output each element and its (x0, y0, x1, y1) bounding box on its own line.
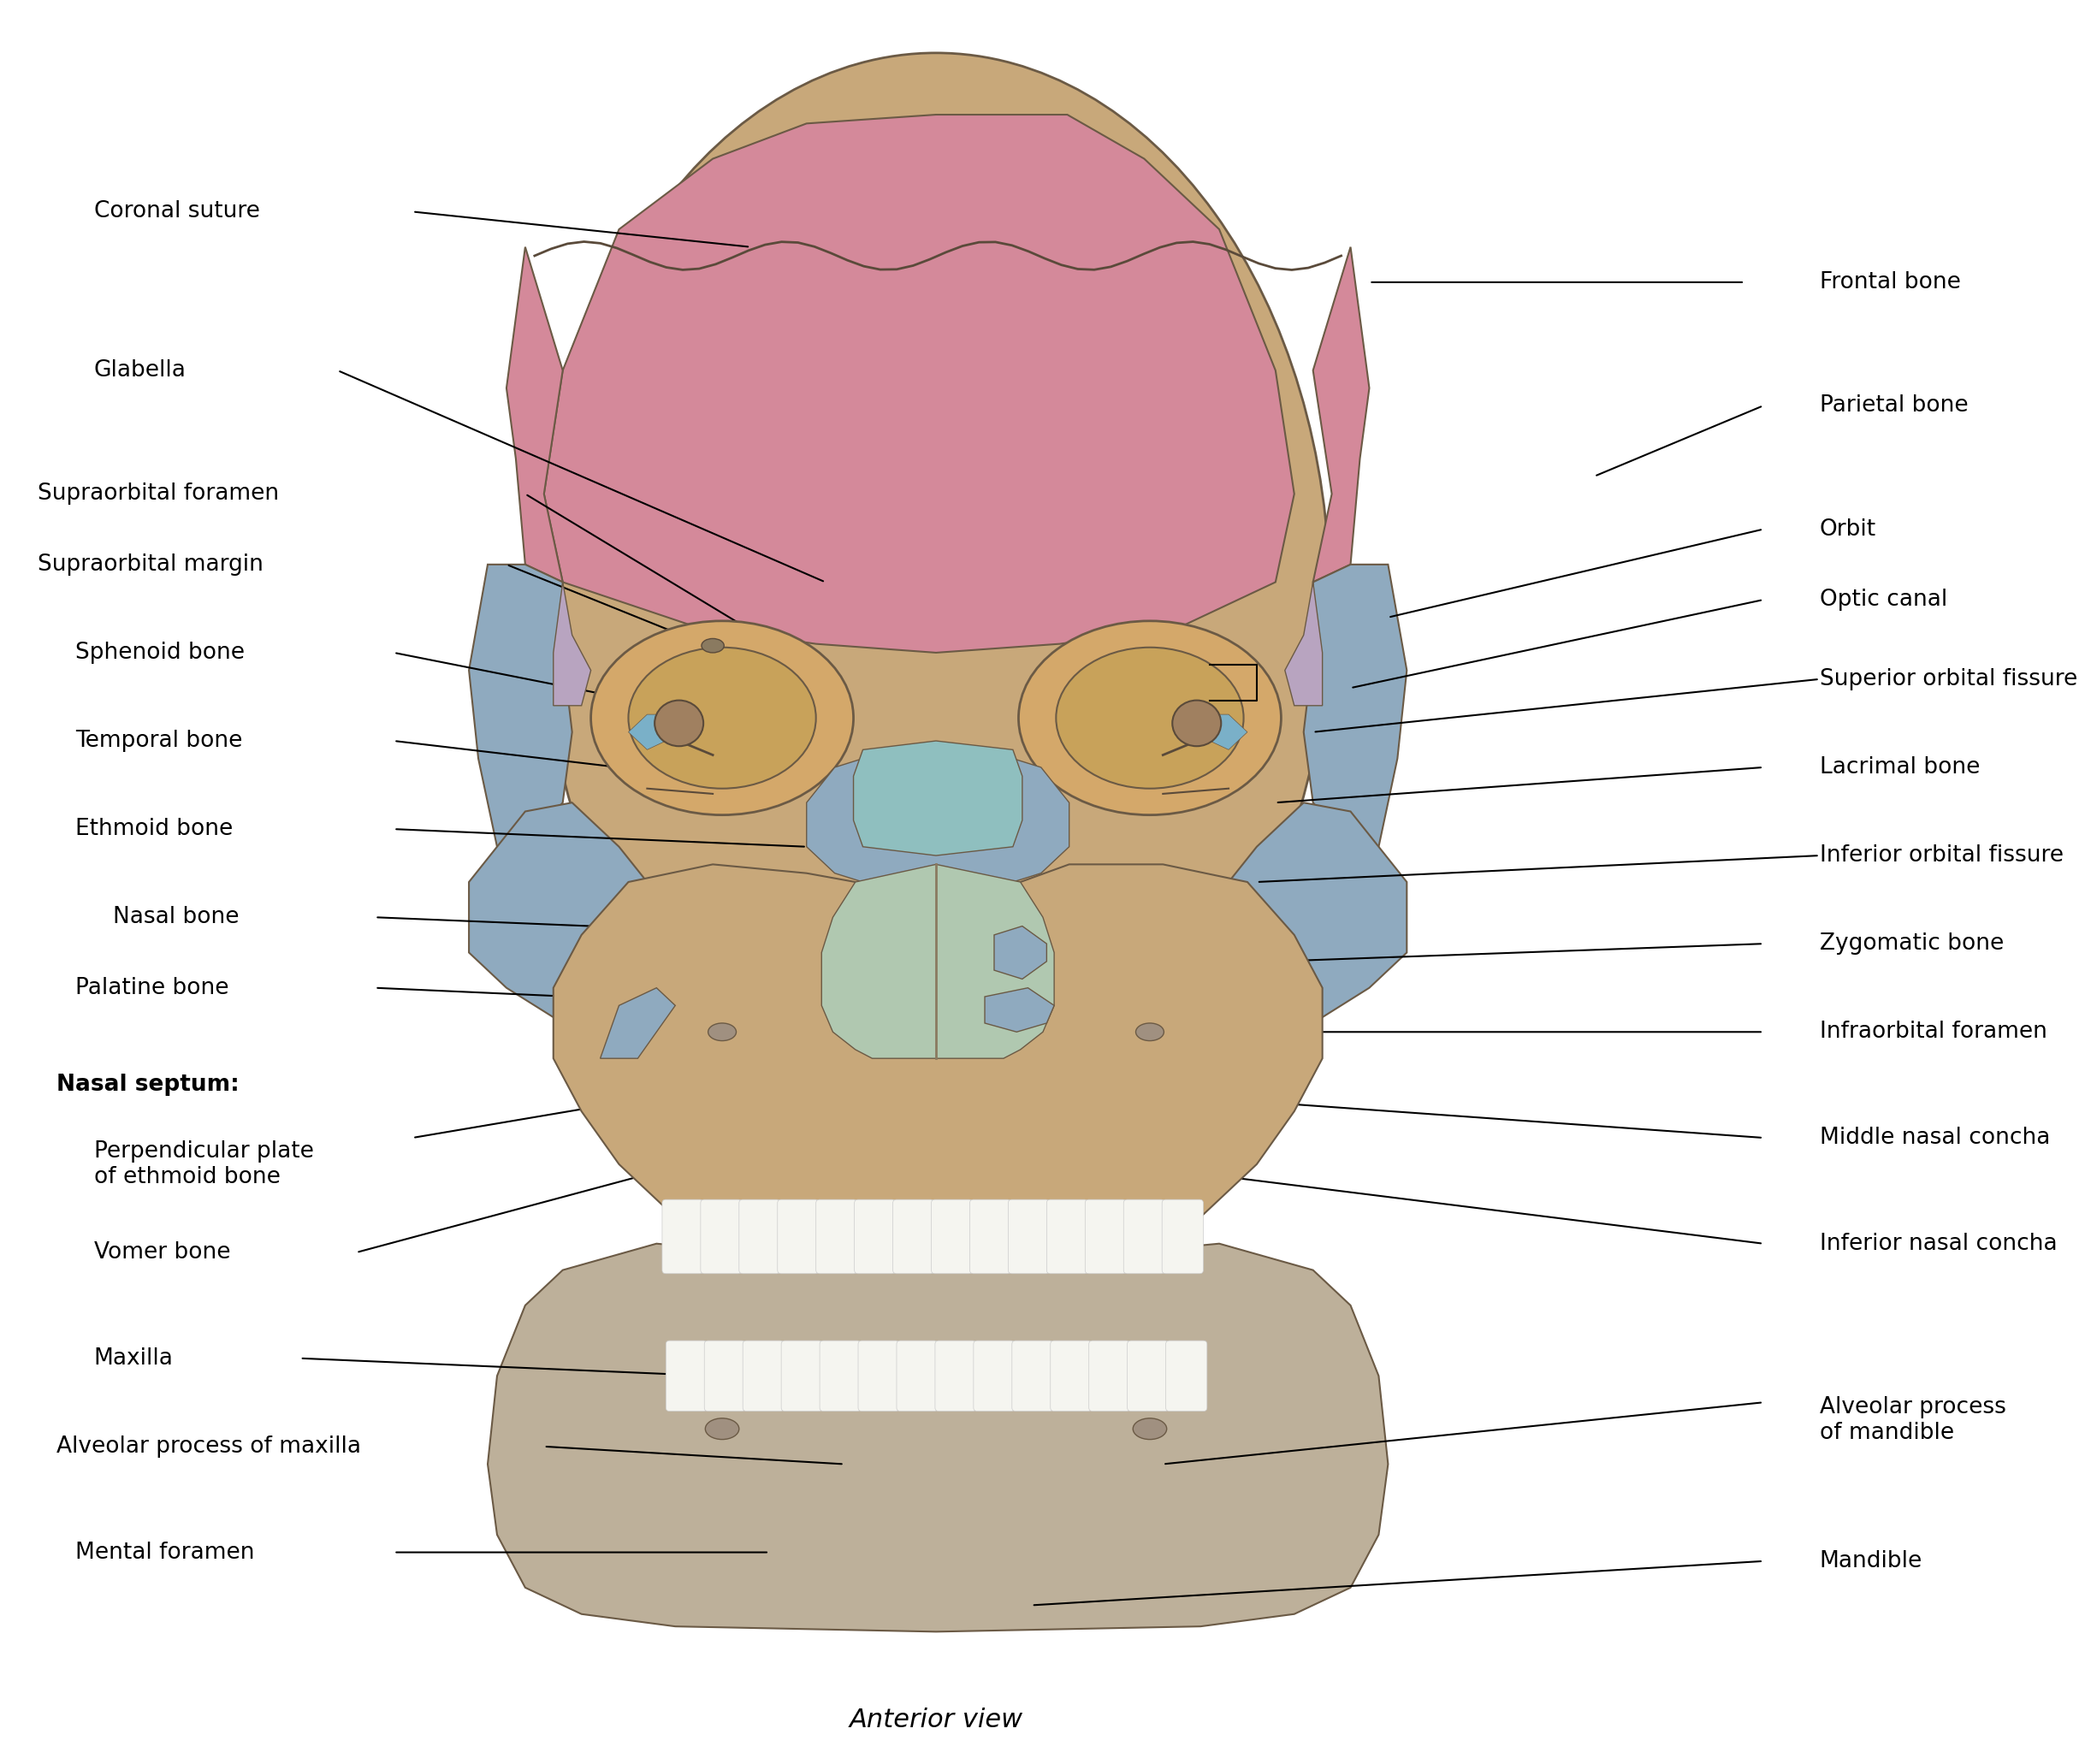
Polygon shape (807, 750, 1070, 882)
FancyBboxPatch shape (1124, 1200, 1166, 1274)
FancyBboxPatch shape (1128, 1341, 1168, 1411)
Text: Alveolar process of maxilla: Alveolar process of maxilla (56, 1436, 361, 1457)
Text: Supraorbital foramen: Supraorbital foramen (38, 483, 279, 505)
Ellipse shape (709, 1023, 736, 1041)
FancyBboxPatch shape (701, 1200, 742, 1274)
Polygon shape (1209, 714, 1247, 750)
FancyBboxPatch shape (705, 1341, 746, 1411)
FancyBboxPatch shape (855, 1200, 897, 1274)
FancyBboxPatch shape (815, 1200, 857, 1274)
Text: Optic canal: Optic canal (1820, 589, 1947, 610)
FancyBboxPatch shape (974, 1341, 1015, 1411)
Polygon shape (507, 247, 563, 582)
FancyBboxPatch shape (663, 1200, 703, 1274)
FancyBboxPatch shape (1088, 1341, 1130, 1411)
Polygon shape (853, 741, 1022, 856)
Text: Mental foramen: Mental foramen (75, 1542, 254, 1563)
FancyBboxPatch shape (859, 1341, 899, 1411)
Polygon shape (995, 926, 1047, 979)
FancyBboxPatch shape (742, 1341, 784, 1411)
Polygon shape (469, 564, 571, 847)
Ellipse shape (1136, 1023, 1163, 1041)
FancyBboxPatch shape (1161, 1200, 1203, 1274)
Text: Inferior nasal concha: Inferior nasal concha (1820, 1233, 2058, 1254)
FancyBboxPatch shape (1011, 1341, 1053, 1411)
Text: Zygomatic bone: Zygomatic bone (1820, 933, 2004, 954)
FancyBboxPatch shape (1051, 1341, 1093, 1411)
Text: Alveolar process
of mandible: Alveolar process of mandible (1820, 1395, 2006, 1445)
Text: Palatine bone: Palatine bone (75, 977, 229, 998)
Text: Mandible: Mandible (1820, 1551, 1922, 1572)
Text: Ethmoid bone: Ethmoid bone (75, 818, 234, 840)
Text: Anterior view: Anterior view (849, 1708, 1024, 1732)
Ellipse shape (1132, 1418, 1168, 1439)
Polygon shape (1314, 247, 1370, 582)
Ellipse shape (1020, 621, 1280, 815)
Text: Vomer bone: Vomer bone (94, 1242, 229, 1263)
Polygon shape (1220, 803, 1407, 1023)
Text: Nasal bone: Nasal bone (113, 907, 240, 928)
Polygon shape (628, 714, 665, 750)
Text: Glabella: Glabella (94, 360, 186, 381)
Ellipse shape (590, 621, 853, 815)
Polygon shape (544, 115, 1295, 653)
Ellipse shape (542, 53, 1330, 1147)
Text: Parietal bone: Parietal bone (1820, 395, 1968, 416)
FancyBboxPatch shape (782, 1341, 821, 1411)
FancyBboxPatch shape (819, 1341, 861, 1411)
Text: Sphenoid bone: Sphenoid bone (75, 642, 244, 663)
Text: Frontal bone: Frontal bone (1820, 272, 1960, 293)
FancyBboxPatch shape (738, 1200, 780, 1274)
FancyBboxPatch shape (897, 1341, 938, 1411)
FancyBboxPatch shape (1166, 1341, 1207, 1411)
FancyBboxPatch shape (892, 1200, 934, 1274)
Text: Infraorbital foramen: Infraorbital foramen (1820, 1021, 2047, 1043)
Polygon shape (984, 988, 1055, 1032)
FancyBboxPatch shape (934, 1341, 976, 1411)
Polygon shape (553, 582, 590, 706)
FancyBboxPatch shape (1009, 1200, 1049, 1274)
Ellipse shape (705, 1418, 738, 1439)
Text: Lacrimal bone: Lacrimal bone (1820, 757, 1981, 778)
Circle shape (655, 700, 703, 746)
Text: Nasal septum:: Nasal septum: (56, 1074, 240, 1095)
Circle shape (1172, 700, 1222, 746)
Polygon shape (1303, 564, 1407, 847)
Polygon shape (553, 864, 1322, 1252)
Ellipse shape (628, 647, 815, 789)
Polygon shape (488, 1244, 1389, 1632)
Text: Coronal suture: Coronal suture (94, 201, 261, 222)
Text: Temporal bone: Temporal bone (75, 730, 242, 751)
Ellipse shape (701, 639, 723, 653)
Text: Orbit: Orbit (1820, 519, 1876, 540)
Text: Maxilla: Maxilla (94, 1348, 173, 1369)
FancyBboxPatch shape (1047, 1200, 1088, 1274)
Text: Superior orbital fissure: Superior orbital fissure (1820, 669, 2077, 690)
FancyBboxPatch shape (1084, 1200, 1126, 1274)
FancyBboxPatch shape (778, 1200, 819, 1274)
Ellipse shape (1055, 647, 1243, 789)
FancyBboxPatch shape (665, 1341, 707, 1411)
Text: Supraorbital margin: Supraorbital margin (38, 554, 263, 575)
Polygon shape (1284, 582, 1322, 706)
Polygon shape (469, 803, 657, 1023)
FancyBboxPatch shape (932, 1200, 972, 1274)
Polygon shape (600, 988, 676, 1058)
Text: Middle nasal concha: Middle nasal concha (1820, 1127, 2050, 1148)
Text: Perpendicular plate
of ethmoid bone: Perpendicular plate of ethmoid bone (94, 1140, 313, 1189)
Text: Inferior orbital fissure: Inferior orbital fissure (1820, 845, 2064, 866)
Polygon shape (821, 864, 1055, 1058)
FancyBboxPatch shape (970, 1200, 1011, 1274)
